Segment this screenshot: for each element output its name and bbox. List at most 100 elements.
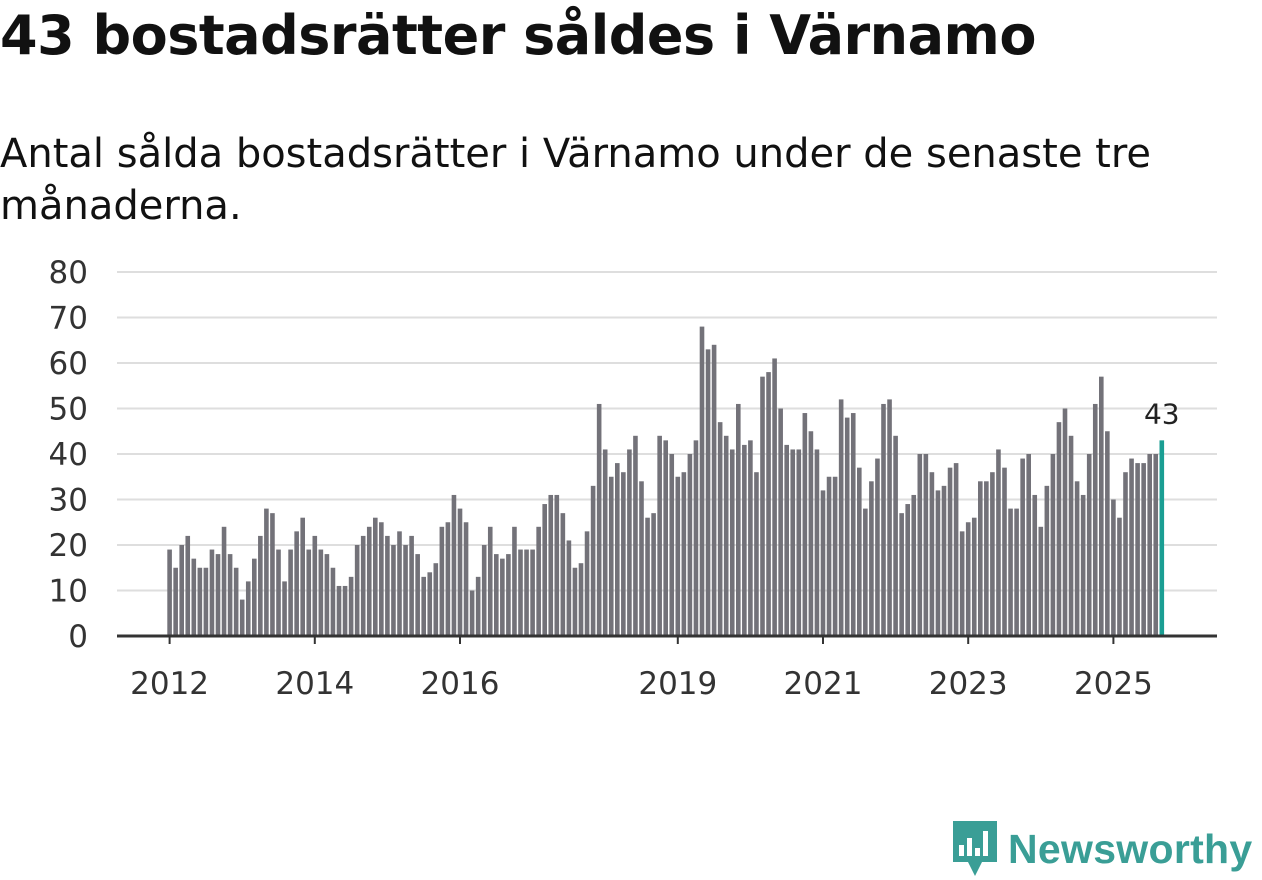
bar	[681, 472, 687, 636]
bar	[1008, 508, 1013, 636]
bar	[457, 508, 463, 636]
bar	[869, 481, 874, 636]
bar	[536, 526, 541, 636]
bar	[899, 513, 904, 636]
bar	[1129, 458, 1134, 636]
bar	[584, 531, 590, 636]
newsworthy-logo-icon	[953, 821, 997, 876]
bar	[318, 549, 324, 636]
bar	[875, 458, 880, 636]
bar	[596, 403, 602, 636]
bar	[1056, 422, 1062, 636]
bar	[566, 540, 572, 636]
bar	[627, 449, 632, 636]
bar	[699, 326, 705, 636]
bar	[360, 535, 366, 636]
bar	[754, 472, 759, 636]
bar	[258, 535, 263, 636]
bar	[578, 563, 584, 636]
bar	[306, 549, 312, 636]
bar	[336, 585, 342, 636]
bar	[929, 472, 935, 636]
bar	[239, 599, 245, 636]
bar	[1050, 454, 1056, 636]
bar	[832, 476, 838, 636]
bar	[233, 567, 239, 636]
bar	[439, 526, 445, 636]
bar	[276, 549, 281, 636]
y-tick-label: 0	[68, 619, 88, 655]
bar	[990, 472, 995, 636]
bar	[215, 554, 221, 636]
bar	[717, 422, 723, 636]
bar	[796, 449, 802, 636]
bar	[711, 344, 717, 636]
brand-name: Newsworthy	[1008, 825, 1253, 872]
bar	[312, 535, 318, 636]
bar	[354, 545, 360, 636]
bar	[669, 454, 675, 636]
bar	[421, 576, 426, 636]
bar	[463, 522, 469, 636]
bar	[608, 476, 614, 636]
bar	[1026, 454, 1031, 636]
y-tick-label: 70	[49, 301, 88, 337]
bar	[802, 413, 808, 636]
bar	[433, 563, 439, 636]
bar	[324, 554, 330, 636]
bar	[651, 513, 656, 636]
bar-highlight	[1159, 440, 1165, 636]
bar	[820, 490, 826, 636]
bar	[330, 567, 336, 636]
bar	[687, 454, 693, 636]
bar	[645, 517, 650, 636]
bar	[953, 463, 959, 636]
bar	[639, 481, 644, 636]
bar	[221, 526, 227, 636]
bar	[167, 549, 172, 636]
bar	[300, 517, 305, 636]
bar	[530, 549, 535, 636]
x-tick-label: 2019	[638, 666, 717, 702]
bar	[1062, 408, 1068, 636]
bar-series	[167, 326, 1165, 636]
bar	[173, 567, 178, 636]
highlight-value-label: 43	[1144, 397, 1180, 430]
bar	[1123, 472, 1128, 636]
bar	[996, 449, 1001, 636]
bar	[554, 494, 560, 636]
bar	[282, 581, 287, 636]
y-tick-label: 40	[49, 437, 88, 473]
bar	[905, 504, 910, 636]
bar	[826, 476, 832, 636]
bar	[778, 408, 783, 636]
bar	[1092, 403, 1098, 636]
bar	[1020, 458, 1025, 636]
bar	[675, 476, 681, 636]
bar	[693, 440, 699, 636]
bar	[1111, 499, 1116, 636]
bar	[572, 567, 578, 636]
bar	[814, 449, 820, 636]
bar	[209, 549, 215, 636]
bar	[348, 576, 354, 636]
bar	[633, 435, 638, 636]
bar	[487, 526, 493, 636]
bar	[415, 554, 420, 636]
bar	[270, 513, 275, 636]
y-tick-label: 30	[49, 483, 88, 519]
bar	[881, 403, 886, 636]
bar	[1044, 485, 1050, 636]
y-axis-ticks: 0 10 20 30 40 50 60 70 80	[49, 255, 88, 655]
bar	[857, 467, 862, 636]
bar	[742, 444, 747, 636]
bar	[863, 508, 868, 636]
x-tick-label: 2014	[275, 666, 354, 702]
bar	[288, 549, 293, 636]
x-tick-label: 2023	[929, 666, 1008, 702]
bar	[959, 531, 965, 636]
bar	[403, 545, 408, 636]
bar	[227, 554, 233, 636]
bar	[1038, 526, 1044, 636]
bar	[427, 572, 433, 636]
